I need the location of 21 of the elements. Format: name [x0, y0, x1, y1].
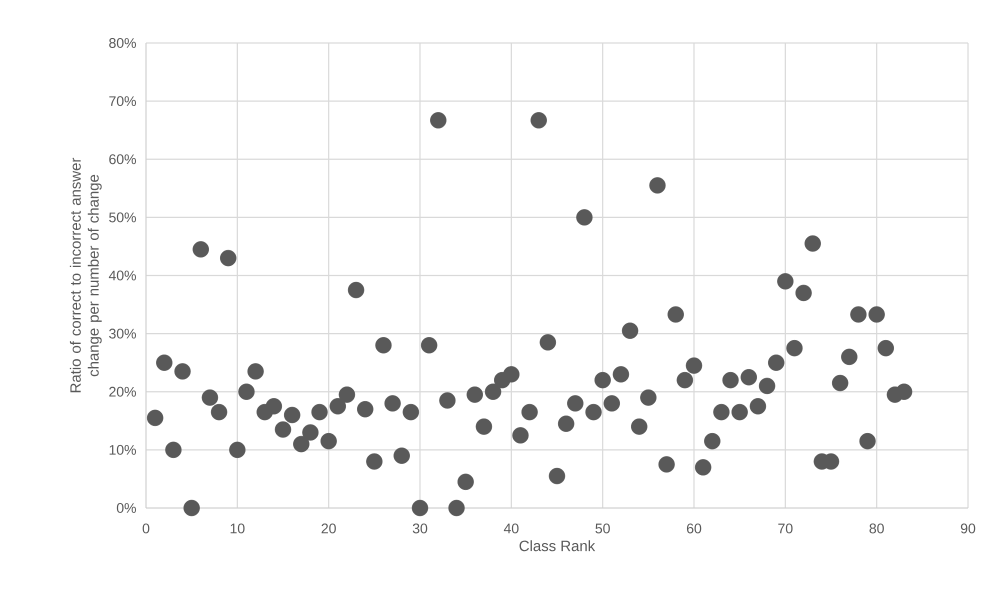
x-axis-title: Class Rank	[520, 540, 596, 552]
x-tick-label: 60	[686, 524, 702, 534]
x-tick-label: 50	[595, 524, 610, 534]
y-axis-title: Ratio of correct to incorrect answer change per number of change	[70, 158, 102, 392]
y-tick-label: 50%	[109, 212, 136, 222]
x-tick-label: 10	[230, 524, 245, 534]
x-tick-label: 70	[778, 524, 793, 534]
y-tick-label: 0%	[116, 503, 136, 513]
x-tick-label: 90	[960, 524, 976, 534]
y-tick-label: 40%	[108, 270, 136, 280]
x-tick-label: 0	[142, 524, 150, 534]
x-tick-label: 40	[504, 524, 519, 534]
x-tick-label: 80	[870, 524, 884, 534]
y-tick-label: 80%	[109, 38, 136, 48]
y-tick-label: 20%	[109, 386, 136, 397]
x-tick-label: 20	[322, 524, 336, 534]
y-tick-label: 70%	[109, 96, 136, 106]
y-tick-label: 30%	[109, 328, 136, 339]
y-tick-label: 60%	[109, 154, 136, 164]
x-tick-label: 30	[412, 524, 428, 534]
y-tick-label: 10%	[110, 444, 136, 455]
